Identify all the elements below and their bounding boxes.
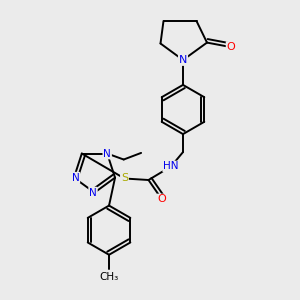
Text: CH₃: CH₃: [99, 272, 119, 282]
Text: N: N: [103, 148, 111, 158]
Text: N: N: [179, 55, 187, 65]
Text: S: S: [121, 173, 128, 184]
Text: O: O: [158, 194, 166, 205]
Text: N: N: [89, 188, 97, 198]
Text: HN: HN: [163, 161, 179, 172]
Text: O: O: [226, 42, 236, 52]
Text: N: N: [72, 173, 79, 183]
